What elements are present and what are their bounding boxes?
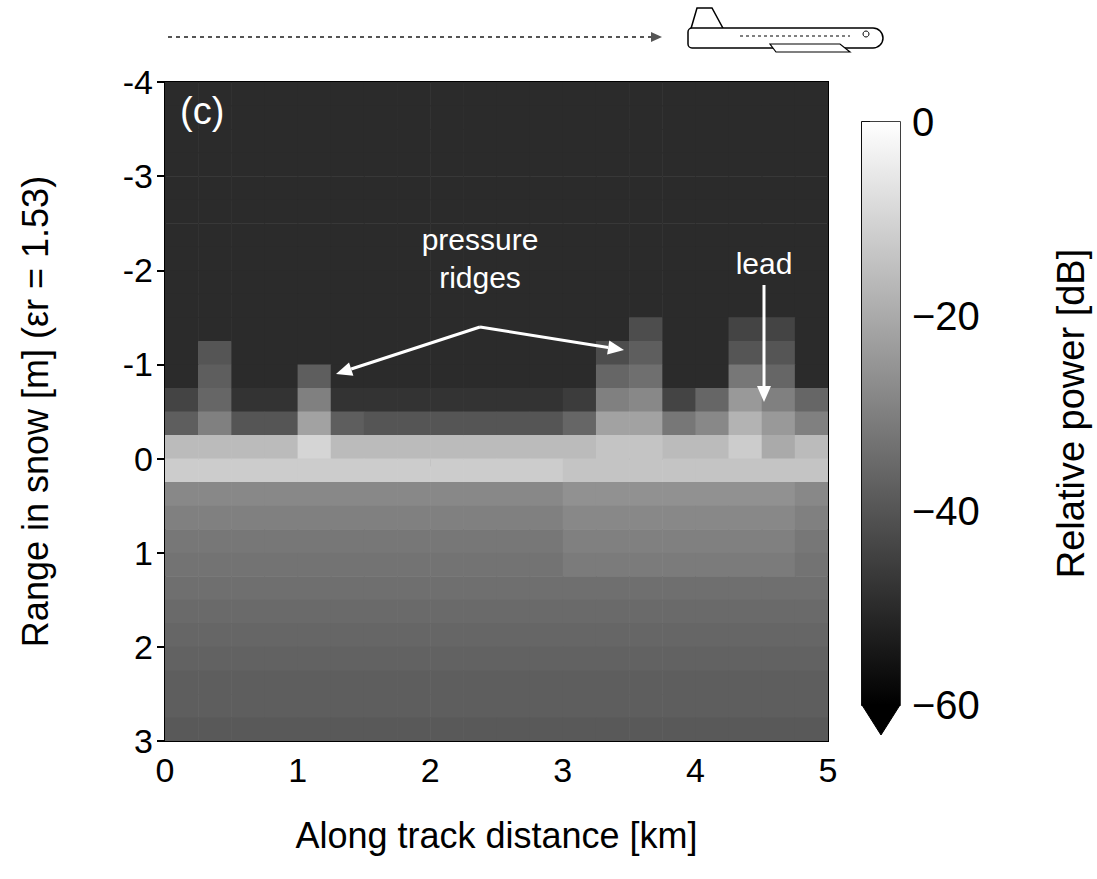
- svg-text:Relative power [dB]: Relative power [dB]: [1050, 249, 1092, 579]
- svg-text:ridges: ridges: [439, 261, 521, 294]
- svg-text:0: 0: [134, 440, 153, 478]
- svg-text:0: 0: [912, 100, 934, 144]
- svg-text:(c): (c): [180, 90, 224, 132]
- svg-text:Along track distance [km]: Along track distance [km]: [295, 815, 697, 856]
- svg-text:lead: lead: [736, 247, 793, 280]
- svg-text:−60: −60: [912, 683, 980, 727]
- svg-text:-2: -2: [123, 251, 153, 289]
- svg-text:pressure: pressure: [422, 223, 539, 256]
- svg-text:Range in snow [m] (εr = 1.53): Range in snow [m] (εr = 1.53): [15, 176, 56, 647]
- svg-text:1: 1: [134, 534, 153, 572]
- svg-text:4: 4: [686, 751, 705, 789]
- svg-text:2: 2: [134, 628, 153, 666]
- svg-text:2: 2: [421, 751, 440, 789]
- svg-text:1: 1: [288, 751, 307, 789]
- svg-text:-1: -1: [123, 345, 153, 383]
- svg-text:3: 3: [553, 751, 572, 789]
- svg-text:-3: -3: [123, 157, 153, 195]
- svg-text:5: 5: [819, 751, 838, 789]
- svg-text:0: 0: [156, 751, 175, 789]
- svg-text:−40: −40: [912, 489, 980, 533]
- svg-text:-4: -4: [123, 63, 153, 101]
- svg-text:−20: −20: [912, 294, 980, 338]
- svg-text:3: 3: [134, 722, 153, 760]
